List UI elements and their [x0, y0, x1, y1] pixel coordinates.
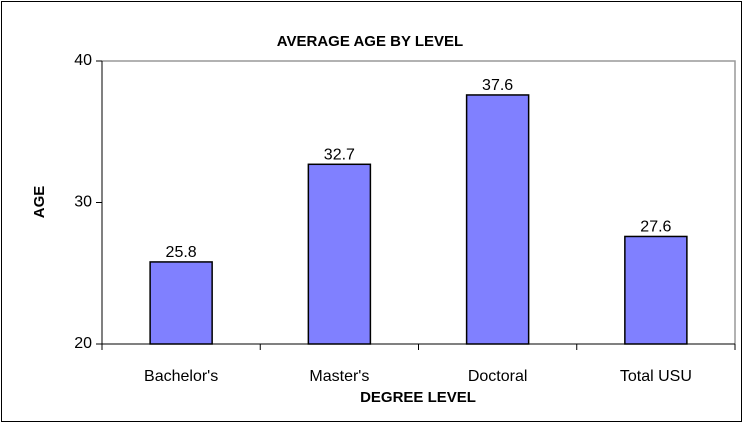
- bar: [465, 94, 530, 345]
- value-label: 27.6: [640, 219, 671, 236]
- value-label: 32.7: [324, 147, 355, 164]
- plot-border: [102, 60, 736, 344]
- x-tick-label: Bachelor's: [144, 368, 218, 385]
- x-tick-label: Doctoral: [468, 368, 528, 385]
- x-tick-label: Master's: [309, 368, 369, 385]
- bar: [149, 261, 213, 345]
- x-axis-title: DEGREE LEVEL: [360, 389, 476, 406]
- y-tick-label: 20: [74, 335, 92, 352]
- y-tick-label: 30: [74, 194, 92, 211]
- y-tick-label: 40: [74, 52, 92, 69]
- value-label: 25.8: [166, 244, 197, 261]
- y-axis-title: AGE: [31, 186, 48, 219]
- value-label: 37.6: [482, 77, 513, 94]
- x-tick-label: Total USU: [620, 368, 692, 385]
- chart-title: AVERAGE AGE BY LEVEL: [277, 33, 463, 50]
- bar: [624, 235, 688, 345]
- bar: [307, 163, 372, 345]
